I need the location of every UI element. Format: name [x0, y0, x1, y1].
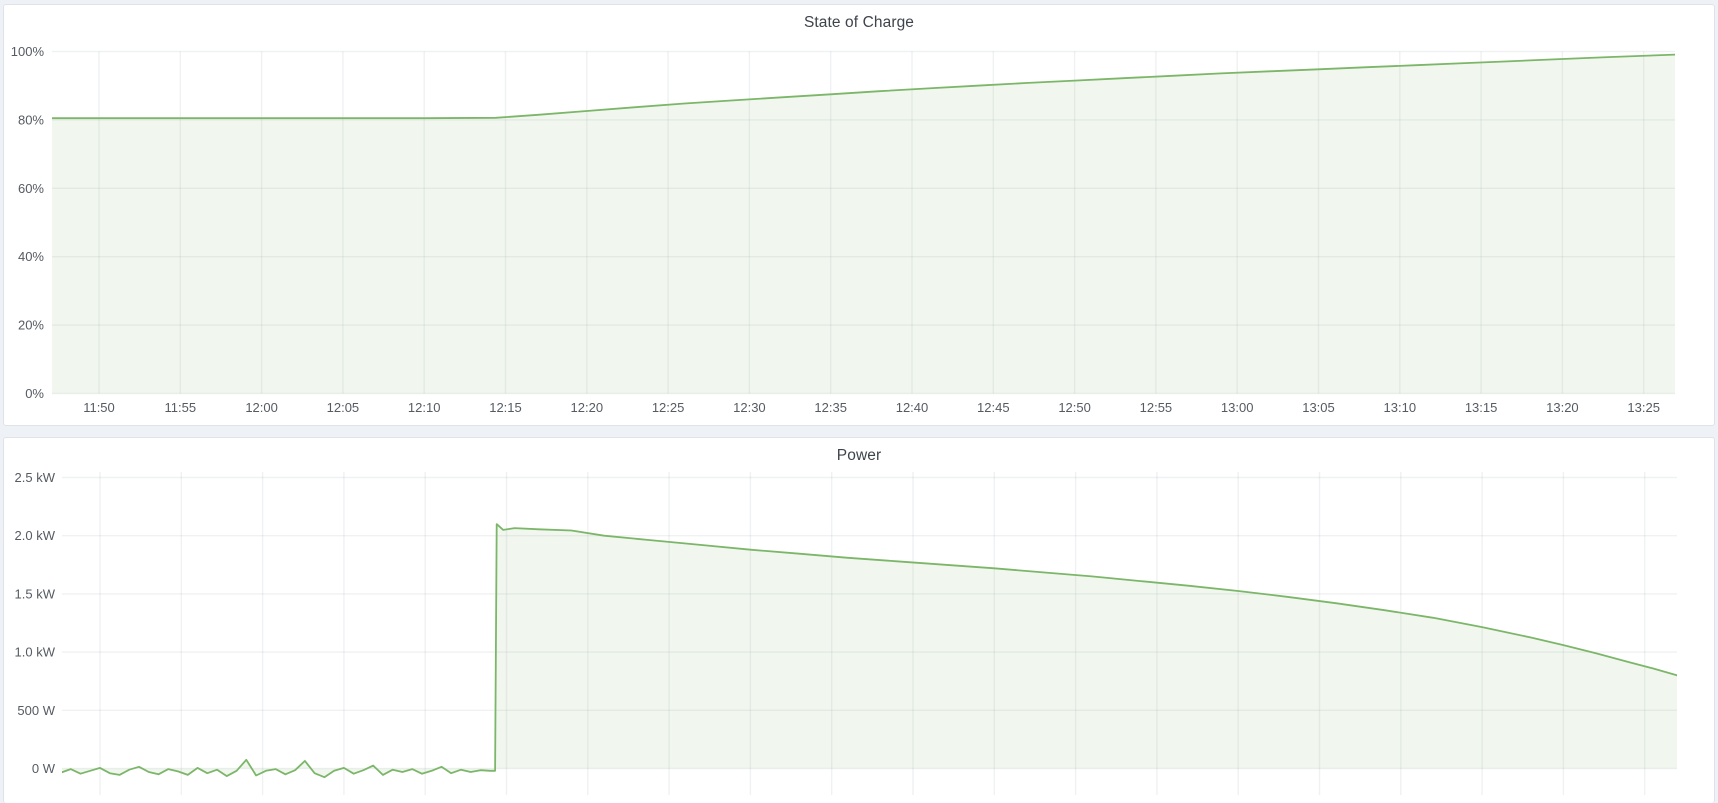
panel-state-of-charge: State of Charge: [3, 4, 1715, 426]
panel-power: Power: [3, 437, 1715, 803]
panel-title-state-of-charge[interactable]: State of Charge: [803, 14, 915, 31]
panel-title-power[interactable]: Power: [836, 447, 882, 464]
